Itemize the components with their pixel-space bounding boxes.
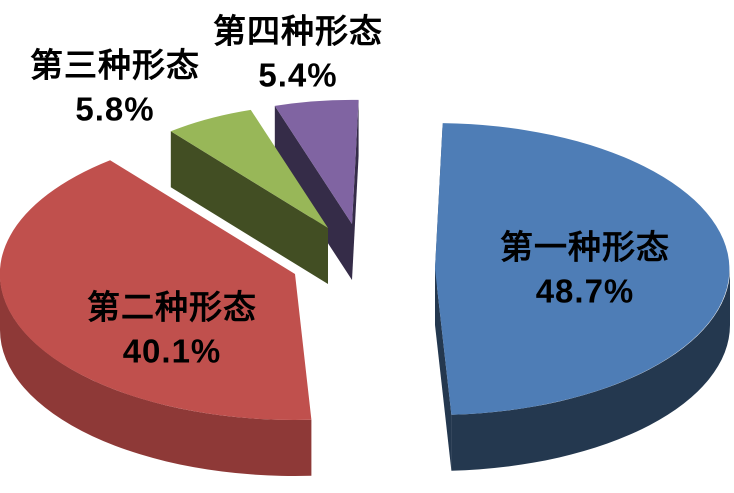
slice-4-cut-face-start: [274, 105, 352, 281]
label-slice-2: 第二种形态 40.1%: [87, 285, 257, 372]
slice-4-name: 第四种形态: [213, 12, 383, 50]
slice-2-top-face: [0, 160, 312, 421]
slice-1-cut-face-end: [435, 269, 452, 471]
slice-3-percent: 5.8%: [75, 90, 155, 127]
slice-4-cut-face-end: [352, 99, 359, 281]
slice-3-name: 第三种形态: [30, 46, 200, 84]
label-slice-3: 第三种形态 5.8%: [30, 43, 200, 130]
slice-2-percent: 40.1%: [122, 332, 222, 369]
slice-1-percent: 48.7%: [535, 272, 635, 309]
slice-1-rim: [451, 269, 731, 471]
slice-4-percent: 5.4%: [258, 56, 338, 93]
slice-1-top-face: [435, 123, 730, 415]
slice-2-name: 第二种形态: [87, 288, 257, 326]
slice-2-rim: [0, 274, 312, 477]
slice-3-cut-face-start: [170, 131, 328, 284]
slice-4-top-face: [274, 99, 359, 224]
label-slice-4: 第四种形态 5.4%: [213, 9, 383, 96]
slice-3-top-face: [170, 109, 328, 228]
label-slice-1: 第一种形态 48.7%: [500, 225, 670, 312]
slice-1-name: 第一种形态: [500, 228, 670, 266]
